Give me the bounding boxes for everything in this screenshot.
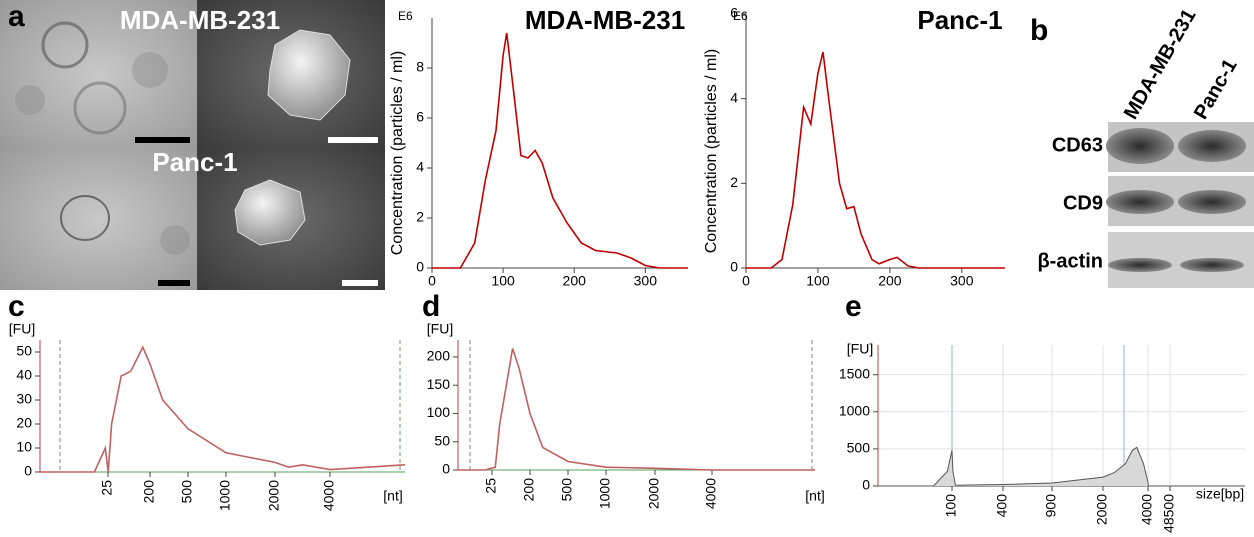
panel-label: e: [845, 290, 862, 323]
x-tick-label: 500: [179, 480, 195, 504]
x-tick-label: 1000: [217, 480, 233, 511]
x-tick-label: 0: [428, 273, 436, 289]
western-blot: MDA-MB-231 Panc-1 CD63 CD9 β-actin: [1037, 5, 1254, 288]
x-tick-label: 1000: [597, 478, 613, 509]
y-tick-label: 1500: [839, 365, 870, 381]
chart-title: Panc-1: [917, 5, 1002, 35]
panel-label: a: [8, 0, 25, 33]
x-tick-label: 200: [141, 480, 157, 504]
y-axis-label: Concentration (particles / ml): [703, 49, 720, 254]
y-tick-label: 4: [730, 89, 738, 105]
y-tick-label: 6: [416, 109, 424, 125]
y-tick-label: 0: [442, 461, 450, 477]
x-tick-label: 400: [994, 494, 1010, 518]
x-tick-label: 2000: [266, 480, 282, 511]
panel-label: d: [422, 290, 440, 323]
x-tick-label: 100: [491, 273, 515, 289]
x-tick-label: 300: [634, 273, 658, 289]
y-tick-label: 8: [416, 59, 424, 75]
line-curve: [432, 32, 688, 269]
y-unit: E6: [398, 9, 413, 23]
protein-label: CD63: [1052, 134, 1103, 156]
lane-label: MDA-MB-231: [1120, 5, 1201, 123]
line-curve: [40, 345, 406, 473]
y-tick-label: 0: [416, 259, 424, 275]
y-axis-label: [FU]: [847, 341, 873, 357]
x-axis-label: [nt]: [805, 488, 824, 504]
lane-label: Panc-1: [1190, 55, 1242, 123]
protein-label: β-actin: [1037, 250, 1103, 272]
x-tick-label: 500: [559, 478, 575, 502]
x-tick-label: 100: [943, 494, 959, 518]
micrograph-label: Panc-1: [152, 147, 237, 177]
y-tick-label: 4: [416, 159, 424, 175]
y-axis-label: [FU]: [427, 321, 453, 337]
x-tick-label: 2000: [646, 478, 662, 509]
x-axis-label: [nt]: [383, 488, 402, 504]
y-tick-label: 10: [16, 439, 32, 455]
protein-label: CD9: [1063, 192, 1103, 214]
y-tick-label: 6: [730, 5, 738, 21]
y-tick-label: 500: [847, 440, 871, 456]
x-axis-label: size[bp]: [1196, 486, 1244, 502]
x-tick-label: 4000: [703, 478, 719, 509]
x-tick-label: 900: [1043, 494, 1059, 518]
x-tick-label: 200: [521, 478, 537, 502]
y-axis-label: Concentration (particles / ml): [389, 51, 406, 256]
y-tick-label: 50: [434, 432, 450, 448]
panel-label: b: [1030, 14, 1048, 47]
y-tick-label: 1000: [839, 402, 870, 418]
y-tick-label: 30: [16, 391, 32, 407]
y-tick-label: 40: [16, 367, 32, 383]
x-tick-label: 25: [483, 478, 499, 494]
x-tick-label: 48500: [1161, 494, 1177, 533]
tem-image: [0, 0, 197, 148]
x-tick-label: 300: [950, 273, 974, 289]
y-tick-label: 100: [427, 404, 451, 420]
x-tick-label: 200: [878, 273, 902, 289]
y-tick-label: 0: [730, 259, 738, 275]
y-axis-label: [FU]: [9, 321, 35, 337]
y-tick-label: 20: [16, 415, 32, 431]
y-tick-label: 0: [862, 477, 870, 493]
tem-image: [0, 148, 197, 290]
chart-title: MDA-MB-231: [525, 5, 685, 35]
x-tick-label: 25: [99, 480, 115, 496]
micrograph-label: MDA-MB-231: [120, 5, 280, 35]
x-tick-label: 4000: [321, 480, 337, 511]
panel-label: c: [8, 290, 25, 323]
line-curve: [458, 348, 815, 471]
micrographs: MDA-MB-231 Panc-1: [0, 0, 385, 290]
x-tick-label: 0: [742, 273, 750, 289]
x-tick-label: 200: [563, 273, 587, 289]
y-unit: E6: [733, 9, 748, 23]
y-tick-label: 200: [427, 348, 451, 364]
y-tick-label: 2: [416, 209, 424, 225]
x-tick-label: 4000: [1139, 494, 1155, 525]
x-tick-label: 2000: [1094, 494, 1110, 525]
x-tick-label: 100: [806, 273, 830, 289]
area-curve: [878, 446, 1245, 487]
y-tick-label: 2: [730, 174, 738, 190]
y-tick-label: 150: [427, 376, 451, 392]
y-tick-label: 50: [16, 343, 32, 359]
line-curve: [746, 51, 1005, 269]
y-tick-label: 0: [24, 463, 32, 479]
